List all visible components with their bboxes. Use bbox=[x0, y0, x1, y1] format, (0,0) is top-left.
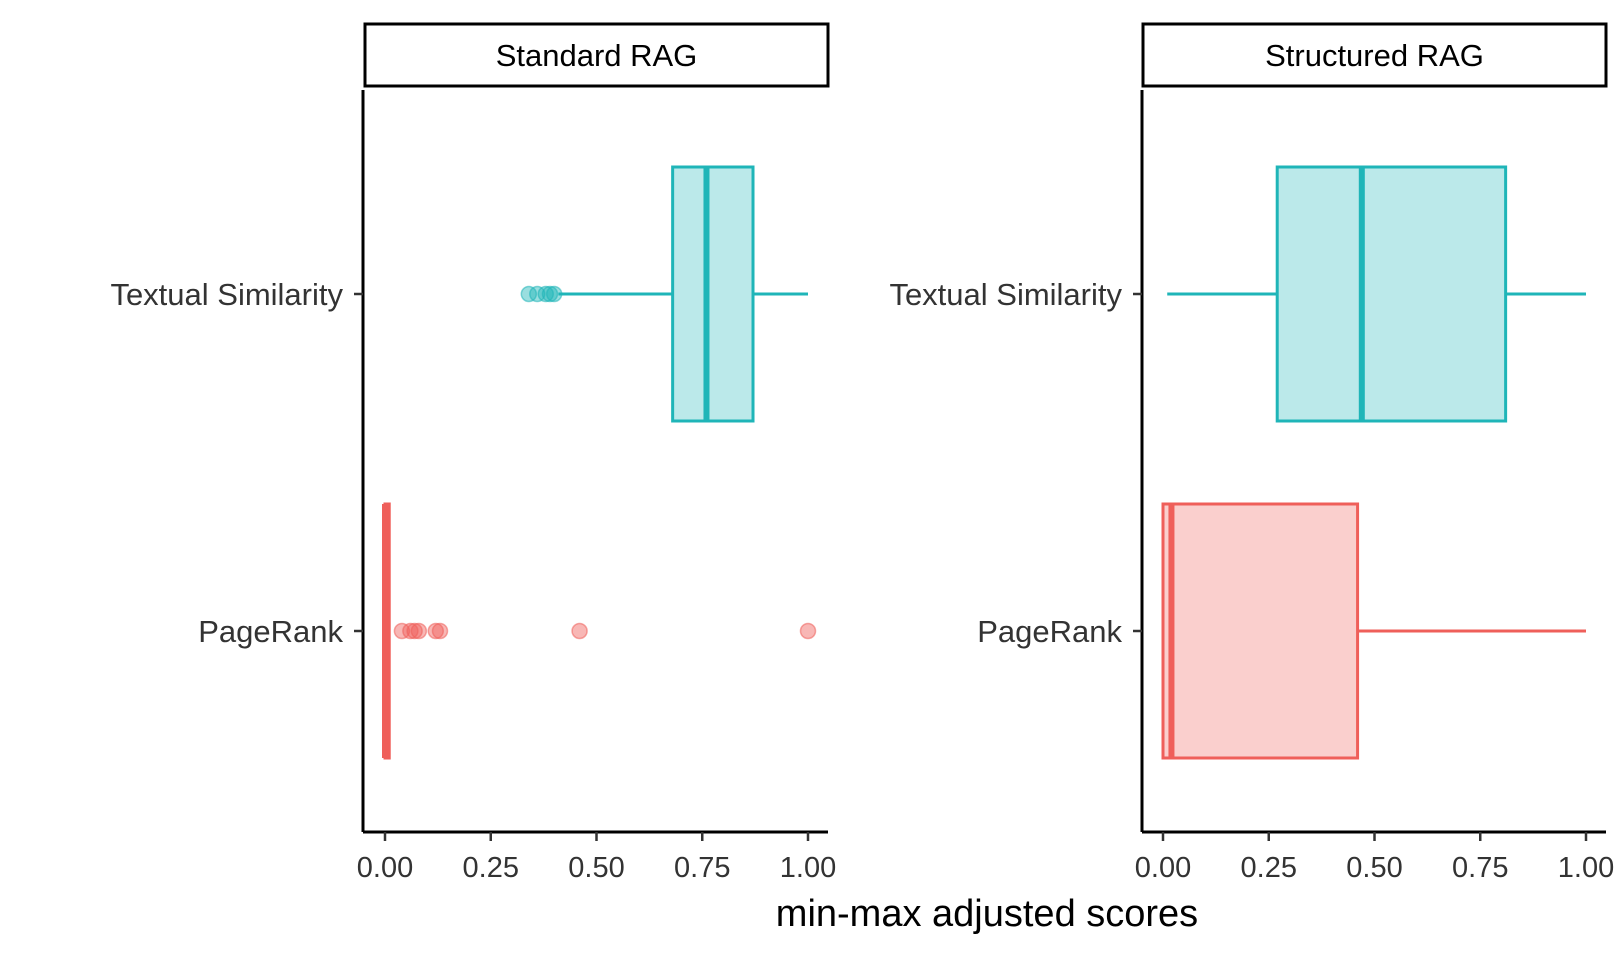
x-tick-label: 1.00 bbox=[1558, 852, 1614, 884]
x-axis-title: min-max adjusted scores bbox=[776, 893, 1198, 935]
box bbox=[671, 165, 755, 423]
panel-strip bbox=[1141, 22, 1608, 88]
box bbox=[1275, 165, 1508, 423]
outlier-point bbox=[541, 285, 559, 303]
outlier-point bbox=[402, 622, 419, 640]
x-tick-label: 0.50 bbox=[1346, 852, 1402, 884]
panel-strip bbox=[363, 22, 830, 88]
outlier-point bbox=[799, 622, 817, 640]
x-tick-label: 1.00 bbox=[780, 852, 836, 884]
x-tick-label: 0.25 bbox=[1241, 852, 1297, 884]
y-tick-label: Textual Similarity bbox=[889, 277, 1122, 312]
outlier-point bbox=[545, 285, 563, 303]
outlier-point bbox=[410, 622, 428, 640]
outlier-point bbox=[571, 622, 588, 640]
x-tick-label: 0.50 bbox=[568, 852, 624, 884]
panel-title: Standard RAG bbox=[496, 38, 698, 73]
x-tick-label: 0.75 bbox=[1452, 852, 1508, 884]
x-tick-label: 0.25 bbox=[463, 852, 519, 884]
outlier-point bbox=[406, 622, 423, 640]
x-tick-label: 0.75 bbox=[674, 852, 730, 884]
x-tick-label: 0.00 bbox=[1135, 852, 1191, 884]
outlier-point bbox=[427, 622, 445, 640]
outlier-point bbox=[393, 622, 411, 640]
y-tick-label: PageRank bbox=[198, 614, 343, 649]
outlier-point bbox=[529, 285, 546, 303]
y-tick-label: PageRank bbox=[977, 614, 1122, 649]
box bbox=[1161, 502, 1360, 760]
panel-title: Structured RAG bbox=[1265, 38, 1484, 73]
y-tick-label: Textual Similarity bbox=[110, 277, 343, 312]
x-tick-label: 0.00 bbox=[357, 852, 413, 884]
outlier-point bbox=[537, 285, 554, 303]
outlier-point bbox=[520, 285, 538, 303]
outlier-point bbox=[431, 622, 449, 640]
